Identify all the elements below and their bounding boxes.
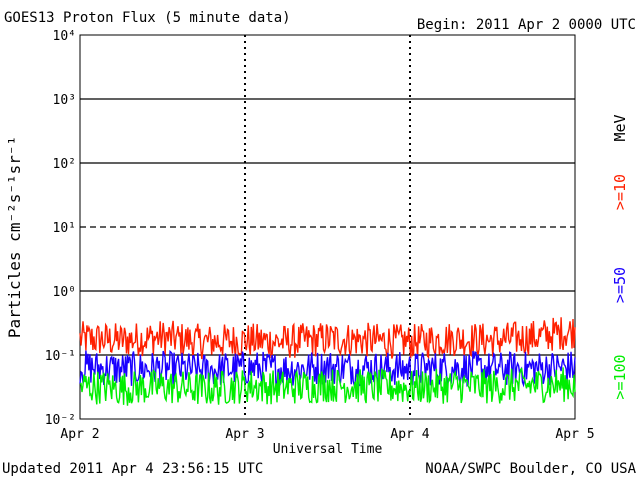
x-axis-label: Universal Time: [273, 442, 383, 457]
x-tick-label: Apr 4: [390, 427, 429, 442]
series-line: [79, 349, 576, 388]
y-axis-label: Particles cm⁻²s⁻¹sr⁻¹: [5, 136, 24, 338]
y-tick-label: 10²: [53, 157, 76, 172]
y-tick-label: 10⁰: [53, 285, 76, 300]
x-tick-label: Apr 2: [60, 427, 99, 442]
series-line: [79, 317, 576, 360]
legend-label: >=100: [611, 354, 629, 399]
begin-time-label: Begin: 2011 Apr 2 0000 UTC: [416, 17, 636, 33]
x-tick-label: Apr 3: [225, 427, 264, 442]
legend-label: >=50: [611, 267, 629, 303]
y-tick-label: 10³: [53, 93, 76, 108]
chart-title: GOES13 Proton Flux (5 minute data): [4, 10, 291, 26]
y-tick-label: 10⁴: [53, 29, 76, 44]
x-tick-label: Apr 5: [555, 427, 594, 442]
y-tick-label: 10⁻²: [45, 413, 76, 428]
y-tick-label: 10¹: [53, 221, 76, 236]
source-credit: NOAA/SWPC Boulder, CO USA: [425, 461, 636, 477]
updated-timestamp: Updated 2011 Apr 4 23:56:15 UTC: [2, 461, 264, 477]
y-tick-label: 10⁻¹: [45, 349, 76, 364]
legend-label: >=10: [611, 174, 629, 210]
series-line: [79, 367, 576, 406]
legend-label: MeV: [611, 114, 629, 141]
